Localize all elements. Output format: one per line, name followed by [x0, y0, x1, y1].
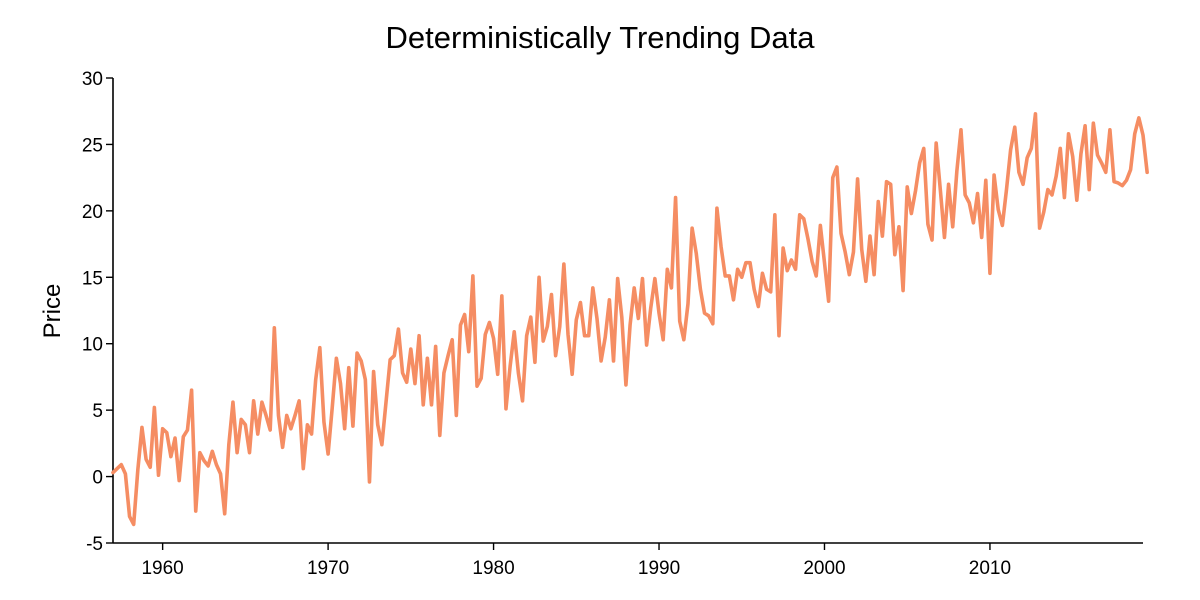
x-tick-label: 1980 — [472, 558, 514, 579]
x-axis: 1960 1970 1980 1990 2000 2010 — [113, 542, 1143, 579]
x-tick-label: 1990 — [638, 558, 680, 579]
x-tick-label: 1960 — [141, 558, 183, 579]
chart-title: Deterministically Trending Data — [385, 20, 815, 55]
y-tick-label: 5 — [92, 401, 103, 422]
y-tick-label: 25 — [82, 135, 103, 156]
y-axis: -5 0 5 10 15 20 25 30 — [82, 69, 114, 555]
y-tick-label: 15 — [82, 268, 103, 289]
y-tick-label: -5 — [86, 534, 103, 555]
y-tick-label: 30 — [82, 69, 103, 90]
y-axis-label: Price — [39, 284, 66, 339]
series-line-price — [111, 112, 1149, 527]
x-tick-label: 2000 — [803, 558, 845, 579]
y-tick-label: 20 — [82, 202, 103, 223]
y-tick-label: 0 — [92, 468, 103, 489]
x-tick-label: 1970 — [307, 558, 349, 579]
x-tick-label: 2010 — [969, 558, 1011, 579]
series-layer — [111, 112, 1149, 527]
y-tick-label: 10 — [82, 335, 103, 356]
